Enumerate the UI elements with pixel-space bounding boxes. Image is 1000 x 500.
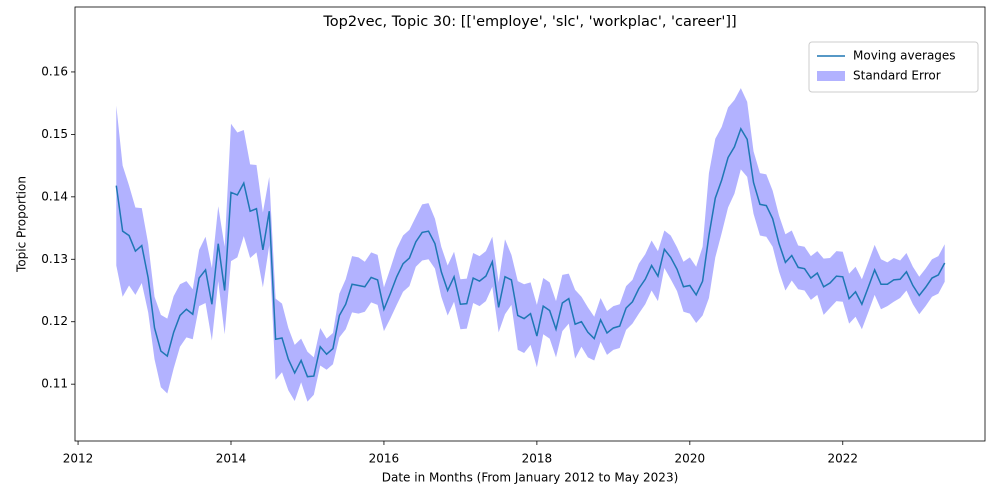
x-axis-label: Date in Months (From January 2012 to May…: [382, 471, 679, 485]
y-tick-label: 0.16: [41, 64, 68, 78]
x-tick-label: 2022: [827, 452, 858, 466]
y-tick-label: 0.13: [41, 252, 68, 266]
y-tick-label: 0.15: [41, 127, 68, 141]
legend-box: [808, 41, 979, 93]
moving-average-line: [115, 127, 946, 378]
plot-frame: [74, 6, 986, 442]
y-axis-label: Topic Proportion: [15, 176, 29, 273]
legend-label: Moving averages: [853, 49, 956, 63]
x-tick-label: 2016: [369, 452, 400, 466]
x-tick-label: 2012: [63, 452, 94, 466]
x-tick-label: 2020: [675, 452, 706, 466]
y-tick-label: 0.11: [41, 377, 68, 391]
y-tick-label: 0.12: [41, 314, 68, 328]
legend-swatch: [817, 71, 845, 81]
chart-title: Top2vec, Topic 30: [['employe', 'slc', '…: [322, 14, 736, 30]
y-tick-label: 0.14: [41, 189, 68, 203]
legend-label: Standard Error: [853, 69, 941, 83]
x-tick-label: 2014: [216, 452, 247, 466]
error-band: [116, 88, 945, 402]
x-tick-label: 2018: [522, 452, 553, 466]
